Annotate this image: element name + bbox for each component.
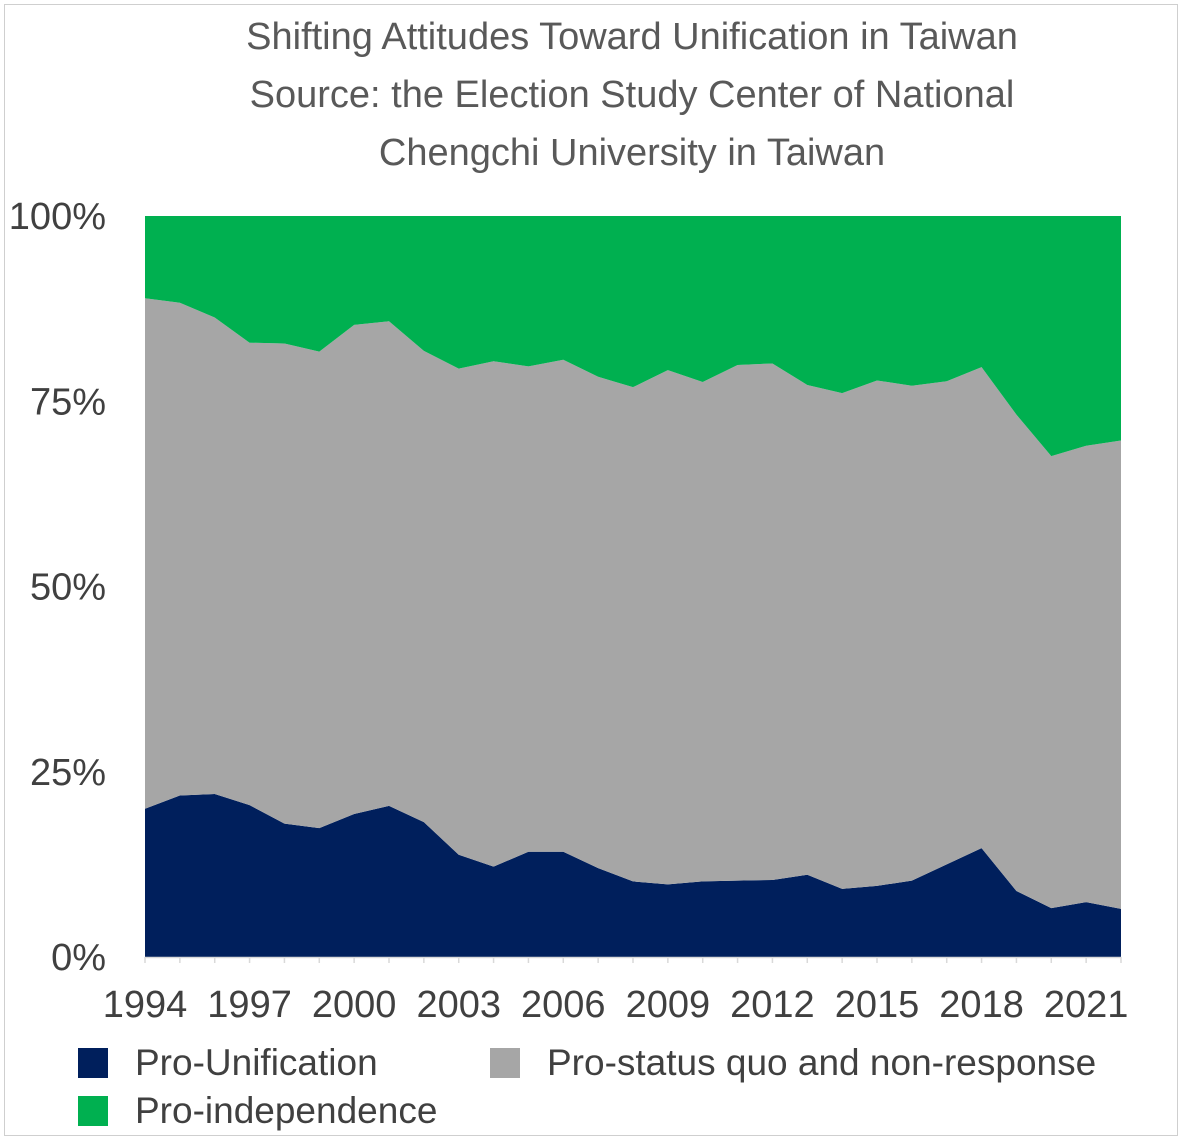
y-tick-label: 0%	[51, 937, 106, 979]
chart-title-line-3: Chengchi University in Taiwan	[378, 132, 886, 174]
x-tick-label: 2012	[730, 984, 815, 1026]
x-tick-label: 1997	[207, 984, 292, 1026]
x-tick-label: 2003	[416, 984, 501, 1026]
legend-item-pro-unification: Pro-Unification	[78, 1042, 378, 1084]
legend-item-pro-status-quo: Pro-status quo and non-response	[490, 1042, 1096, 1084]
area-series-group	[145, 216, 1121, 957]
x-tick-label: 2006	[521, 984, 606, 1026]
x-tick-label: 2018	[939, 984, 1024, 1026]
area-series-0	[145, 793, 1121, 957]
x-tick-label: 2000	[312, 984, 397, 1026]
chart-title-line-2: Source: the Election Study Center of Nat…	[249, 74, 1015, 116]
area-series-2	[145, 216, 1121, 457]
x-tick-label: 2021	[1044, 984, 1129, 1026]
y-tick-label: 75%	[30, 381, 106, 423]
y-tick-label: 25%	[30, 752, 106, 794]
y-tick-label: 100%	[9, 196, 106, 238]
legend-label-pro-independence: Pro-independence	[135, 1090, 438, 1131]
area-series-1	[145, 298, 1121, 909]
legend: Pro-Unification Pro-status quo and non-r…	[78, 1042, 1178, 1134]
legend-swatch-pro-status-quo	[490, 1048, 520, 1078]
x-tick-label: 1994	[103, 984, 188, 1026]
chart-title: Shifting Attitudes Toward Unification in…	[0, 8, 1184, 182]
x-tick-label: 2015	[835, 984, 920, 1026]
x-tick-label: 2009	[626, 984, 711, 1026]
y-tick-label: 50%	[30, 567, 106, 609]
legend-label-pro-status-quo: Pro-status quo and non-response	[547, 1042, 1097, 1083]
chart-title-line-1: Shifting Attitudes Toward Unification in…	[246, 16, 1018, 58]
axes-group: 1994 1997 2000 2003 2006 2009 2012 2015 2018 2021…	[9, 196, 1129, 1026]
legend-swatch-pro-independence	[78, 1096, 108, 1126]
legend-swatch-pro-unification	[78, 1048, 108, 1078]
legend-label-pro-unification: Pro-Unification	[135, 1042, 378, 1083]
legend-item-pro-independence: Pro-independence	[78, 1090, 437, 1132]
